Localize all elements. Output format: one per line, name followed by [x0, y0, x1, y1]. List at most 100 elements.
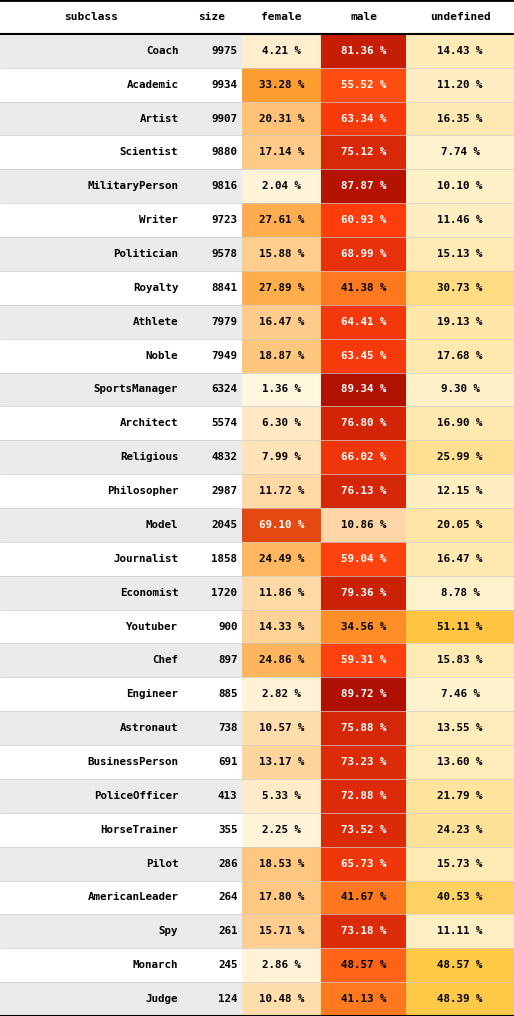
- Bar: [0, 542, 242, 576]
- Bar: [242, 508, 321, 542]
- Text: 66.02 %: 66.02 %: [341, 452, 387, 462]
- Bar: [0, 982, 242, 1016]
- Text: 59.04 %: 59.04 %: [341, 554, 387, 564]
- Text: 13.55 %: 13.55 %: [437, 723, 483, 734]
- Text: 72.88 %: 72.88 %: [341, 790, 387, 801]
- Bar: [321, 711, 406, 745]
- Text: 24.49 %: 24.49 %: [259, 554, 304, 564]
- Text: 25.99 %: 25.99 %: [437, 452, 483, 462]
- Text: 33.28 %: 33.28 %: [259, 79, 304, 89]
- Bar: [406, 914, 514, 948]
- Text: 2.82 %: 2.82 %: [262, 689, 301, 699]
- Bar: [321, 170, 406, 203]
- Bar: [242, 34, 321, 68]
- Text: 9816: 9816: [211, 181, 237, 191]
- Bar: [406, 982, 514, 1016]
- Text: 15.73 %: 15.73 %: [437, 859, 483, 869]
- Bar: [0, 237, 242, 271]
- Text: 51.11 %: 51.11 %: [437, 622, 483, 632]
- Text: Judge: Judge: [146, 994, 178, 1004]
- Text: 4832: 4832: [211, 452, 237, 462]
- Text: 13.60 %: 13.60 %: [437, 757, 483, 767]
- Text: 2.86 %: 2.86 %: [262, 960, 301, 970]
- Bar: [0, 474, 242, 508]
- Text: 87.87 %: 87.87 %: [341, 181, 387, 191]
- Text: 16.90 %: 16.90 %: [437, 419, 483, 429]
- Bar: [242, 610, 321, 643]
- Text: male: male: [350, 12, 377, 22]
- Bar: [321, 846, 406, 881]
- Bar: [242, 745, 321, 779]
- Text: 89.72 %: 89.72 %: [341, 689, 387, 699]
- Text: 16.47 %: 16.47 %: [259, 317, 304, 327]
- Text: 7979: 7979: [211, 317, 237, 327]
- Text: 9907: 9907: [211, 114, 237, 124]
- Bar: [242, 271, 321, 305]
- Bar: [0, 881, 242, 914]
- Text: 261: 261: [218, 927, 237, 937]
- Text: 20.05 %: 20.05 %: [437, 520, 483, 530]
- Text: Royalty: Royalty: [133, 282, 178, 293]
- Bar: [406, 474, 514, 508]
- Bar: [0, 610, 242, 643]
- Text: 48.57 %: 48.57 %: [437, 960, 483, 970]
- Text: 16.35 %: 16.35 %: [437, 114, 483, 124]
- Bar: [242, 237, 321, 271]
- Text: 73.52 %: 73.52 %: [341, 825, 387, 835]
- Text: 27.61 %: 27.61 %: [259, 215, 304, 226]
- Text: Religious: Religious: [120, 452, 178, 462]
- Text: 41.38 %: 41.38 %: [341, 282, 387, 293]
- Text: 21.79 %: 21.79 %: [437, 790, 483, 801]
- Text: 60.93 %: 60.93 %: [341, 215, 387, 226]
- Bar: [406, 135, 514, 170]
- Text: 76.80 %: 76.80 %: [341, 419, 387, 429]
- Text: 17.14 %: 17.14 %: [259, 147, 304, 157]
- Text: 15.88 %: 15.88 %: [259, 249, 304, 259]
- Bar: [406, 711, 514, 745]
- Text: 12.15 %: 12.15 %: [437, 486, 483, 496]
- Bar: [406, 643, 514, 678]
- Text: 14.43 %: 14.43 %: [437, 46, 483, 56]
- Bar: [406, 102, 514, 135]
- Text: Athlete: Athlete: [133, 317, 178, 327]
- Bar: [0, 338, 242, 373]
- Text: 11.72 %: 11.72 %: [259, 486, 304, 496]
- Text: Model: Model: [146, 520, 178, 530]
- Text: BusinessPerson: BusinessPerson: [87, 757, 178, 767]
- Bar: [406, 34, 514, 68]
- Bar: [0, 745, 242, 779]
- Bar: [406, 271, 514, 305]
- Text: 30.73 %: 30.73 %: [437, 282, 483, 293]
- Text: 9.30 %: 9.30 %: [440, 384, 480, 394]
- Bar: [0, 102, 242, 135]
- Bar: [0, 948, 242, 982]
- Text: 2987: 2987: [211, 486, 237, 496]
- Bar: [0, 440, 242, 474]
- Text: Astronaut: Astronaut: [120, 723, 178, 734]
- Text: 11.11 %: 11.11 %: [437, 927, 483, 937]
- Bar: [406, 237, 514, 271]
- Text: 7.99 %: 7.99 %: [262, 452, 301, 462]
- Text: Chef: Chef: [152, 655, 178, 665]
- Text: Artist: Artist: [139, 114, 178, 124]
- Text: Pilot: Pilot: [146, 859, 178, 869]
- Text: 10.86 %: 10.86 %: [341, 520, 387, 530]
- Text: 9934: 9934: [211, 79, 237, 89]
- Bar: [321, 406, 406, 440]
- Bar: [406, 678, 514, 711]
- Bar: [321, 576, 406, 610]
- Bar: [0, 68, 242, 102]
- Text: 8.78 %: 8.78 %: [440, 587, 480, 597]
- Text: 11.20 %: 11.20 %: [437, 79, 483, 89]
- Text: Monarch: Monarch: [133, 960, 178, 970]
- Bar: [0, 914, 242, 948]
- Text: 5574: 5574: [211, 419, 237, 429]
- Text: 48.57 %: 48.57 %: [341, 960, 387, 970]
- Text: Politician: Politician: [114, 249, 178, 259]
- Text: SportsManager: SportsManager: [94, 384, 178, 394]
- Bar: [0, 508, 242, 542]
- Text: 9880: 9880: [211, 147, 237, 157]
- Text: 1858: 1858: [211, 554, 237, 564]
- Text: female: female: [261, 12, 302, 22]
- Text: subclass: subclass: [64, 12, 118, 22]
